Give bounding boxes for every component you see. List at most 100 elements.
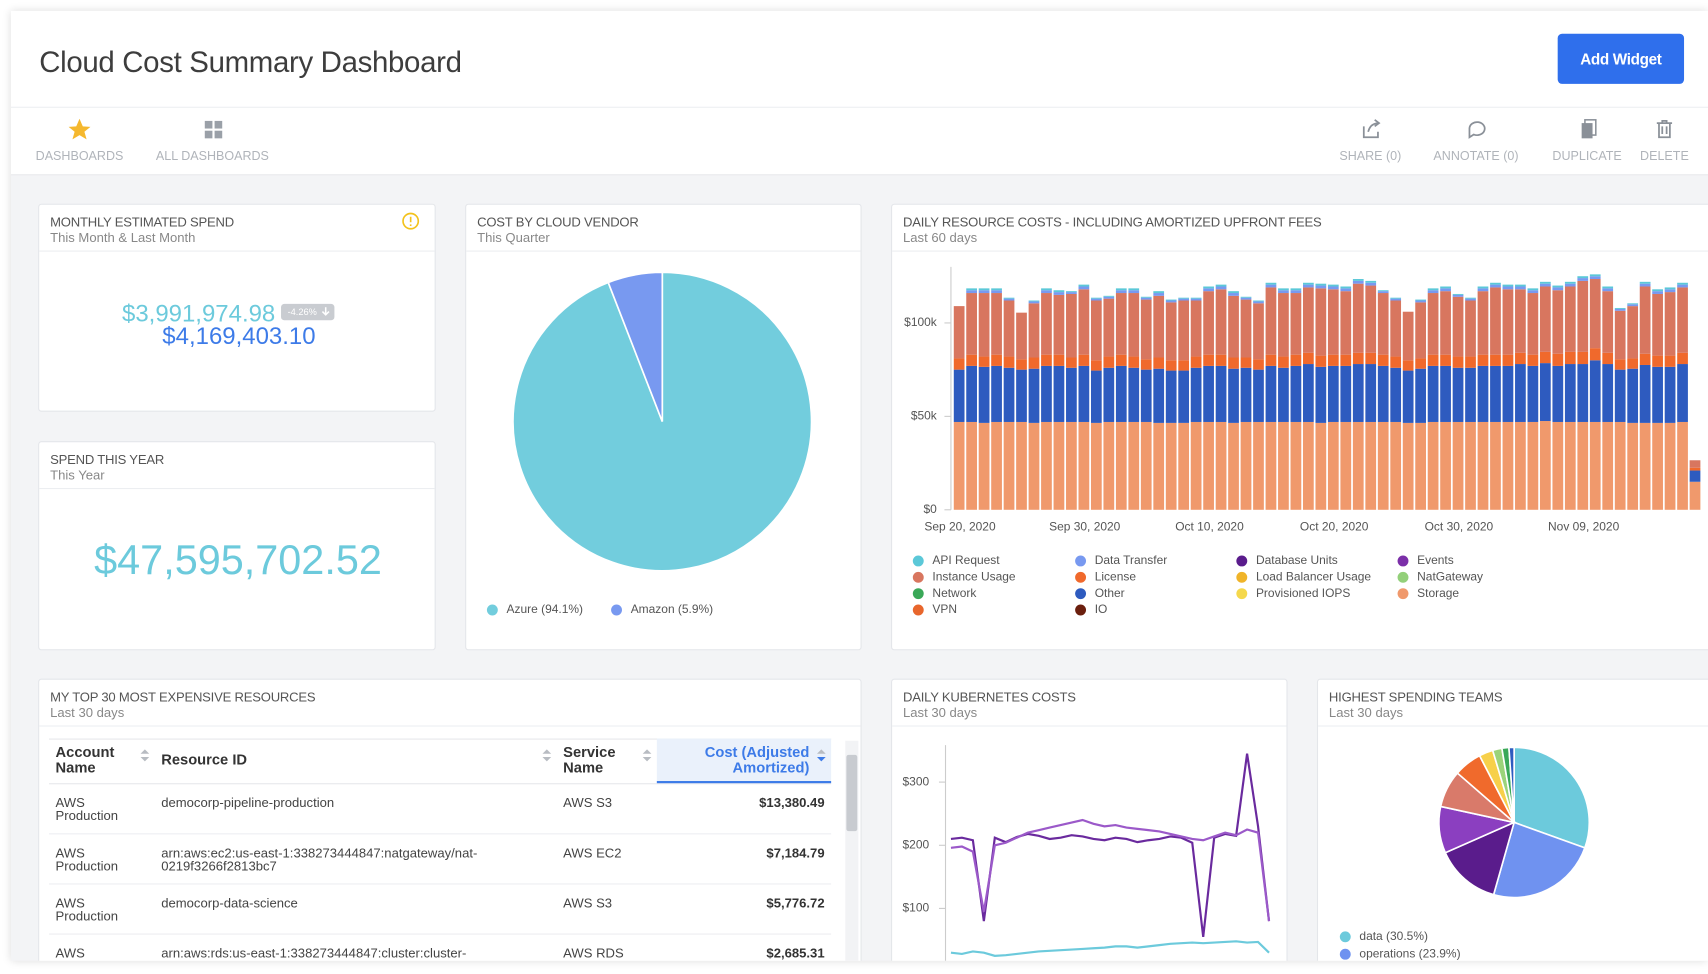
bar-segment [1352, 279, 1364, 281]
bar-segment [1577, 278, 1589, 281]
bar-segment [1265, 284, 1277, 288]
bar-segment [1402, 370, 1414, 423]
bar-segment [1340, 288, 1352, 292]
column-header[interactable]: Cost (Adjusted Amortized) [704, 743, 810, 776]
bar-segment [1090, 300, 1102, 361]
bar-segment [1190, 367, 1202, 422]
column-header[interactable]: Account Name [55, 743, 115, 776]
cost-cell: $13,380.49 [759, 795, 825, 811]
sort-icons [140, 749, 826, 762]
bar-segment [1240, 367, 1252, 422]
all-dashboards-tab[interactable]: ALL DASHBOARDS [155, 150, 269, 164]
bar-segment [1066, 292, 1077, 294]
annotate-button[interactable]: ANNOTATE (0) [1433, 150, 1519, 164]
legend-marker [611, 604, 622, 616]
duplicate-button[interactable]: DUPLICATE [1552, 150, 1622, 164]
scrollbar-thumb[interactable] [846, 754, 858, 832]
bar-segment [1253, 303, 1264, 360]
dashboards-tab[interactable]: DASHBOARDS [35, 150, 124, 164]
y-tick-label: $100k [904, 315, 937, 329]
legend-marker [912, 571, 924, 583]
bar-segment [1178, 422, 1190, 510]
bar-segment [966, 365, 977, 422]
bar-segment [966, 290, 977, 294]
bar-segment [1452, 367, 1464, 422]
legend-label: operations (23.9%) [1359, 946, 1460, 960]
row-divider [49, 933, 832, 935]
bar-segment [1265, 421, 1277, 510]
sorted-column-header [656, 738, 832, 784]
legend-label: data (30.5%) [1359, 929, 1428, 943]
legend-label: Amazon (5.9%) [631, 602, 713, 616]
bar-segment [1003, 298, 1015, 301]
card-title: SPEND THIS YEAR [50, 452, 165, 468]
bar-segment [1677, 421, 1688, 510]
bar-segment [1340, 286, 1352, 289]
bar-segment [1652, 293, 1663, 356]
service-cell: AWS S3 [563, 795, 613, 811]
bar-segment [1253, 300, 1264, 302]
bar-segment [1527, 293, 1539, 355]
bar-segment [1153, 293, 1165, 296]
bar-segment [1465, 421, 1476, 510]
bar-segment [1178, 360, 1190, 371]
share-button[interactable]: SHARE (0) [1339, 150, 1402, 164]
bar-segment [1677, 364, 1688, 422]
bar-segment [1402, 311, 1414, 361]
bar-segment [966, 354, 977, 366]
bar-segment [1415, 300, 1426, 303]
bar-segment [1677, 282, 1688, 285]
bar-segment [1265, 365, 1277, 422]
bar-segment [1178, 298, 1190, 301]
legend-marker [1339, 948, 1351, 960]
card-title: HIGHEST SPENDING TEAMS [1328, 689, 1503, 705]
bar-segment [1215, 365, 1227, 422]
bar-segment [1203, 365, 1214, 422]
bar-segment [978, 366, 990, 423]
bar-segment [1215, 284, 1227, 287]
resource-cell: arn:aws:ec2:us-east-1:338273444847:natga… [161, 845, 478, 874]
bar-segment [966, 293, 977, 355]
bar-segment [1365, 364, 1377, 422]
bar-segment [1502, 354, 1514, 366]
bar-segment [1589, 421, 1601, 510]
annotate-icon [1468, 121, 1486, 139]
bar-segment [1190, 297, 1202, 299]
bar-segment [1515, 289, 1526, 353]
legend-label: Instance Usage [932, 569, 1016, 583]
bar-segment [1477, 365, 1489, 422]
bar-segment [1090, 370, 1102, 423]
bar-segment [1402, 360, 1414, 371]
bar-segment [978, 290, 990, 294]
legend-label: NatGateway [1417, 569, 1483, 583]
add-widget-button[interactable]: Add Widget [1557, 33, 1685, 84]
column-header[interactable]: Resource ID [161, 751, 248, 768]
bar-segment [1527, 365, 1539, 422]
bar-segment [1128, 367, 1140, 422]
bar-segment [1390, 300, 1402, 357]
bar-segment [1140, 369, 1152, 422]
bar-segment [1477, 291, 1489, 355]
bar-segment [1602, 421, 1614, 510]
bar-segment [1352, 280, 1364, 284]
column-header[interactable]: Service Name [563, 743, 616, 776]
bar-segment [1465, 300, 1476, 357]
bar-segment [1190, 300, 1202, 357]
bar-segment [1315, 288, 1327, 356]
bar-segment [1165, 300, 1177, 303]
bar-segment [1440, 286, 1451, 289]
bar-segment [1315, 422, 1327, 510]
legend-marker [1339, 931, 1351, 943]
bar-segment [1577, 351, 1589, 365]
legend-label: License [1095, 569, 1137, 583]
bar-segment [1190, 421, 1202, 510]
bar-segment [1365, 285, 1377, 353]
bar-segment [1153, 357, 1165, 369]
bar-segment [1377, 421, 1389, 510]
star-icon [68, 118, 91, 140]
bar-segment [1128, 288, 1140, 291]
bar-segment [1078, 286, 1090, 290]
bar-segment [1689, 460, 1701, 468]
line-series [950, 753, 1271, 938]
delete-button[interactable]: DELETE [1640, 150, 1689, 164]
